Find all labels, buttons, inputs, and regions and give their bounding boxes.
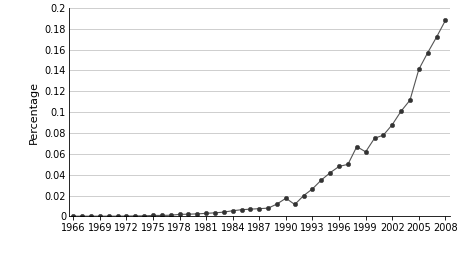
Y-axis label: Percentage: Percentage: [29, 81, 39, 144]
